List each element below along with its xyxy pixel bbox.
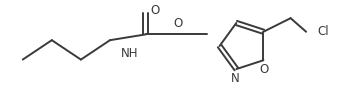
- Text: Cl: Cl: [318, 25, 329, 38]
- Text: O: O: [150, 4, 159, 17]
- Text: O: O: [260, 63, 269, 76]
- Text: N: N: [231, 72, 240, 85]
- Text: O: O: [173, 17, 182, 30]
- Text: NH: NH: [121, 47, 138, 60]
